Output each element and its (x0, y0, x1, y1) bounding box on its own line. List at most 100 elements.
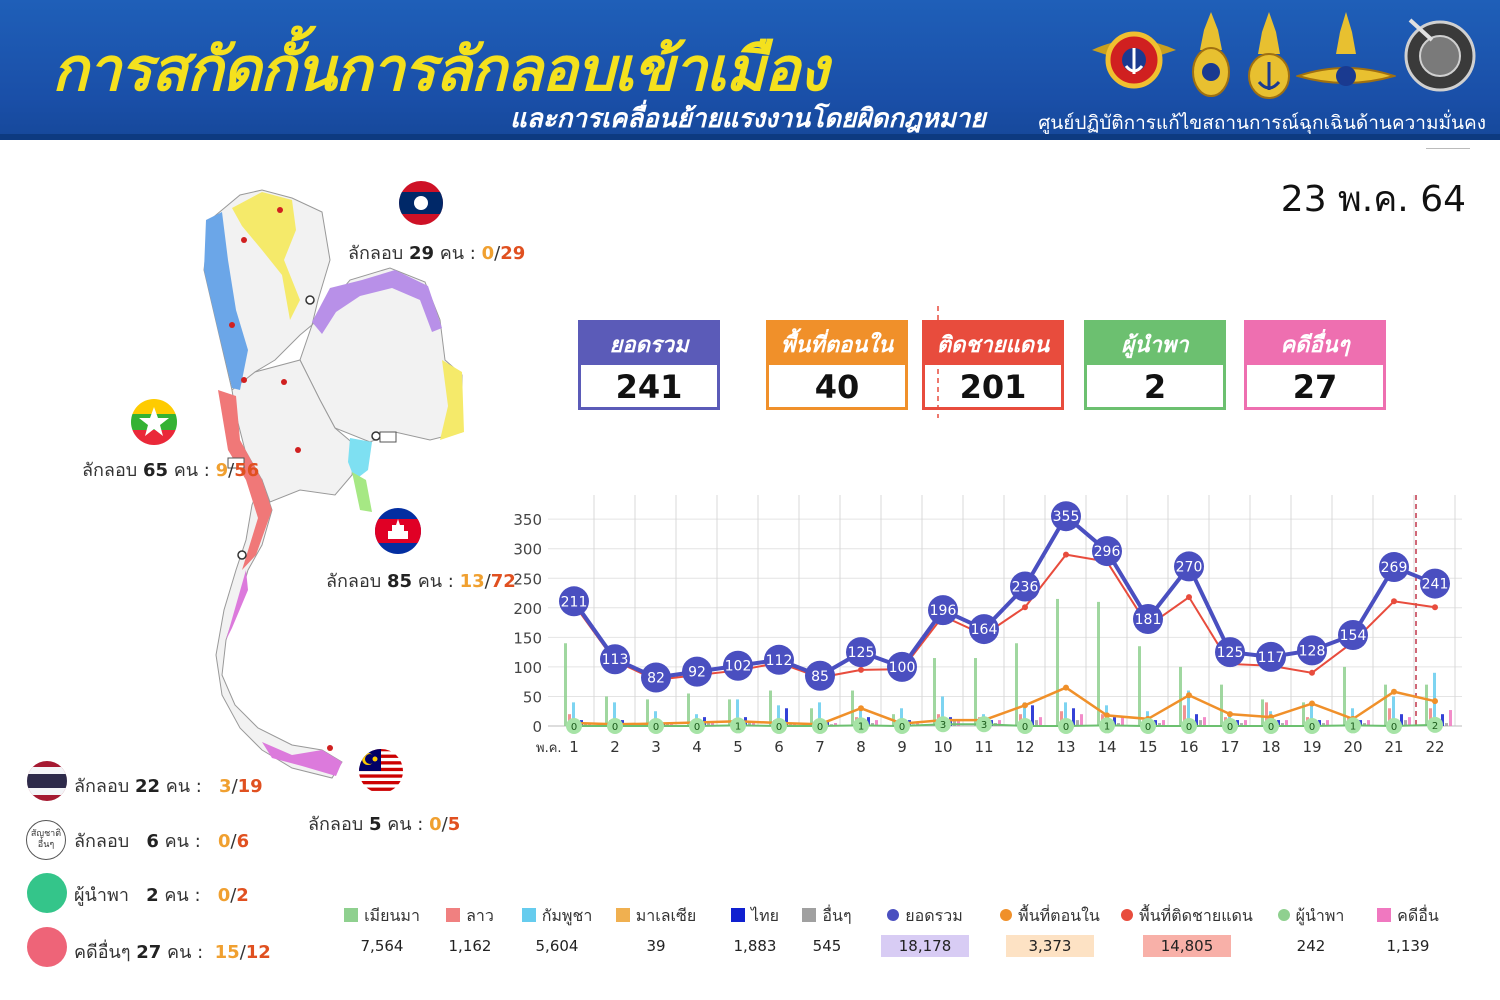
point-inner (694, 719, 700, 726)
legend-item-label: ไทย (685, 904, 825, 929)
point-leader (730, 717, 746, 734)
data-label-total: 181 (1135, 612, 1162, 628)
bar-อื่นๆ (1117, 723, 1120, 726)
legend-dot-icon (1121, 909, 1134, 921)
summary-leader-label: ผู้นำพา (1087, 323, 1223, 365)
legend-square-icon (802, 908, 817, 922)
bar-ไทย (1359, 720, 1362, 726)
data-label-total: 236 (1012, 580, 1039, 596)
legend-item-value: 39 (646, 937, 666, 955)
bar-ไทย (867, 717, 870, 726)
bar-ไทย (990, 720, 993, 726)
legend-item-value: 3,373 (1006, 935, 1094, 957)
bar-มาเลเซีย (822, 725, 825, 726)
point-total (1297, 635, 1327, 666)
bar-คดีอื่น (916, 723, 919, 726)
thailand-map (203, 189, 464, 779)
summary-border-label: ติดชายแดน (925, 323, 1061, 365)
data-label-total: 355 (1053, 509, 1080, 525)
data-label-total: 92 (688, 665, 706, 681)
bar-มาเลเซีย (1109, 724, 1112, 726)
bar-กัมพูชา (1064, 702, 1067, 726)
data-label-total: 100 (889, 660, 916, 676)
point-inner (817, 721, 823, 728)
summary-other-box: คดีอื่นๆ 27 (1244, 320, 1386, 410)
cambodia-label: ลักลอบ 85 คน : 13/72 (326, 571, 516, 592)
y-tick-label: 250 (513, 570, 542, 588)
legend-item-value: 14,805 (1143, 935, 1231, 957)
bar-ลาว (1183, 705, 1186, 726)
legend-item-value: 1,139 (1386, 937, 1430, 955)
point-inner (858, 705, 864, 712)
bar-เมียนมา (974, 658, 977, 726)
bar-กัมพูชา (1228, 714, 1231, 726)
bar-อื่นๆ (1199, 720, 1202, 726)
data-label-leader: 0 (1186, 722, 1192, 733)
bar-ลาว (691, 721, 694, 726)
legend-item-value: 18,178 (881, 935, 969, 957)
bar-อื่นๆ (1076, 720, 1079, 726)
bar-กัมพูชา (613, 702, 616, 726)
legend-item-label: พื้นที่ติดชายแดน (1117, 904, 1257, 929)
legend-item: กัมพูชา 5,604 (487, 904, 627, 957)
bar-ไทย (826, 721, 829, 726)
data-label-leader: 0 (1145, 722, 1151, 733)
bar-อื่นๆ (1035, 720, 1038, 726)
x-tick-label: 3 (651, 738, 661, 756)
myanmar-label: ลักลอบ 65 คน : 9/56 (82, 460, 260, 481)
point-total (723, 650, 753, 681)
data-label-total: 112 (766, 653, 793, 669)
point-leader (1345, 717, 1361, 734)
bar-อื่นๆ (912, 724, 915, 726)
summary-inner-label: พื้นที่ตอนใน (769, 323, 905, 365)
bar-อื่นๆ (707, 723, 710, 726)
bar-คดีอื่น (957, 720, 960, 726)
y-tick-label: 150 (513, 629, 542, 647)
bar-คดีอื่น (1367, 720, 1370, 726)
x-tick-label: 15 (1138, 738, 1157, 756)
bar-คดีอื่น (1326, 720, 1329, 726)
bar-เมียนมา (1179, 666, 1182, 726)
point-border (1227, 660, 1233, 667)
bar-อื่นๆ (666, 724, 669, 726)
bar-คดีอื่น (1408, 717, 1411, 726)
bar-ลาว (1306, 717, 1309, 726)
laos-label: ลักลอบ 29 คน : 0/29 (348, 243, 526, 264)
point-border (735, 667, 741, 674)
other-nationality-badge: สัญชาติ อื่นๆ (26, 820, 66, 860)
summary-total-box: ยอดรวม 241 (578, 320, 720, 410)
data-label-total: 117 (1258, 650, 1285, 666)
point-total (846, 637, 876, 668)
x-tick-label: 6 (774, 738, 784, 756)
bar-มาเลเซีย (863, 724, 866, 726)
data-label-leader: 0 (1391, 722, 1397, 733)
bar-อื่นๆ (1240, 723, 1243, 726)
x-tick-label: 19 (1302, 738, 1321, 756)
bar-อื่นๆ (584, 723, 587, 726)
data-label-leader: 0 (653, 722, 659, 733)
point-border (612, 657, 618, 664)
bar-อื่นๆ (1281, 723, 1284, 726)
data-label-leader: 1 (735, 721, 741, 732)
point-leader (607, 718, 623, 734)
bar-กัมพูชา (818, 702, 821, 726)
point-inner (940, 717, 946, 724)
bar-กัมพูชา (654, 711, 657, 726)
bar-เมียนมา (1097, 601, 1100, 726)
point-border (1145, 623, 1151, 630)
bar-ไทย (744, 717, 747, 726)
x-tick-label: 20 (1343, 738, 1362, 756)
bar-มาเลเซีย (740, 724, 743, 726)
bar-มาเลเซีย (1068, 724, 1071, 726)
x-tick-label: 13 (1056, 738, 1075, 756)
bar-คดีอื่น (1162, 720, 1165, 726)
navy-crest-icon (1248, 12, 1290, 99)
bar-ลาว (568, 714, 571, 726)
bar-คดีอื่น (1285, 720, 1288, 726)
legend-item-label: มาเลเซีย (586, 904, 726, 929)
point-inner (1104, 712, 1110, 719)
legend-item-label: เมียนมา (312, 904, 452, 929)
bar-อื่นๆ (1322, 723, 1325, 726)
legend-item: ไทย 1,883 (685, 904, 825, 957)
bar-เมียนมา (728, 699, 731, 726)
